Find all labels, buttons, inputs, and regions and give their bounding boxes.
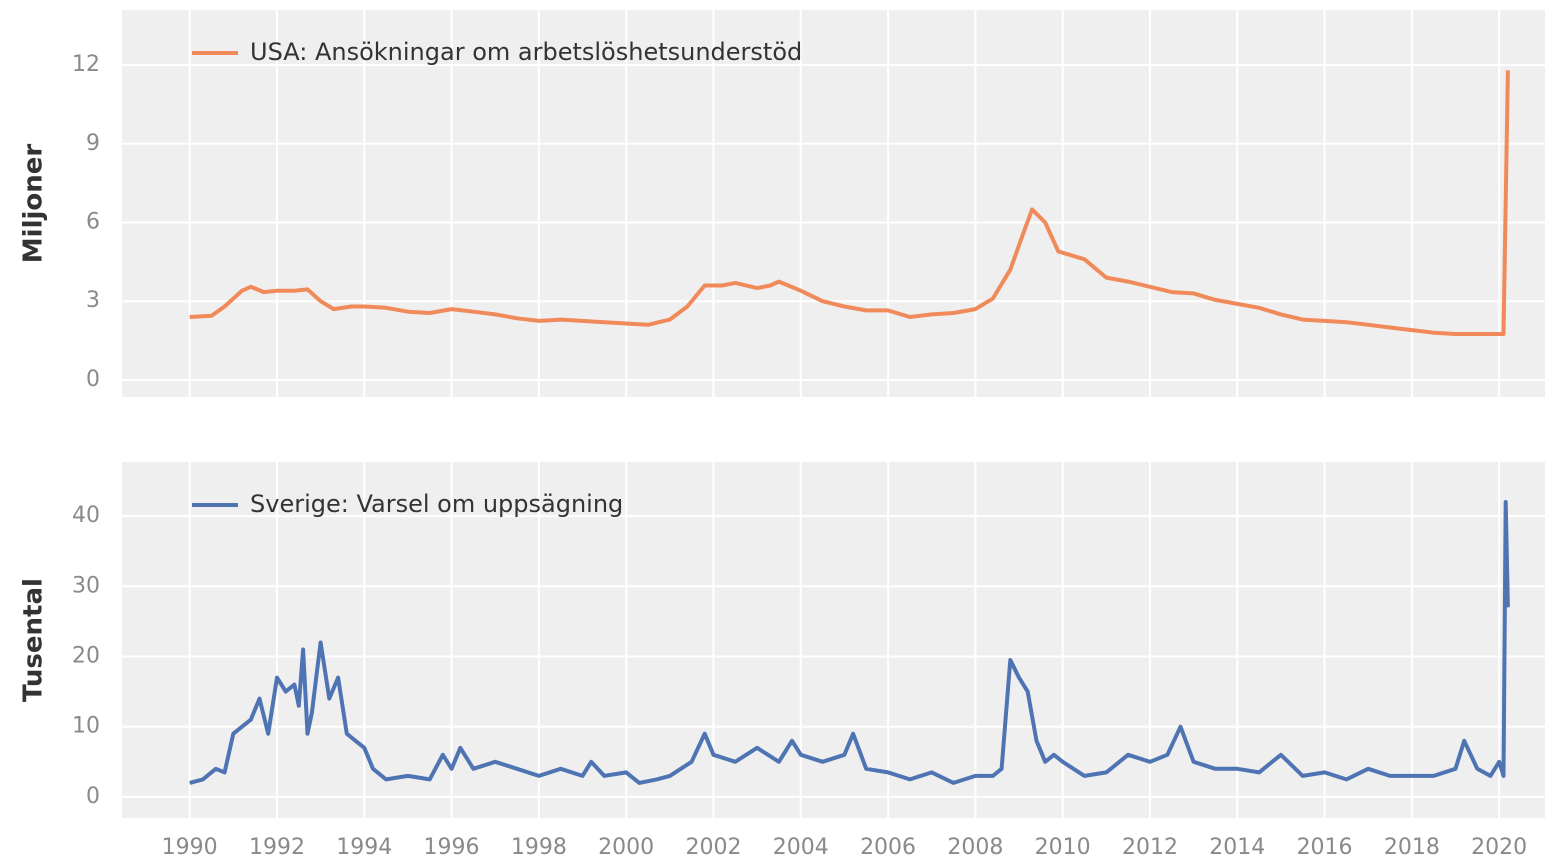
- y-tick-label: 40: [72, 503, 100, 528]
- x-tick-label: 2002: [685, 835, 741, 860]
- y-tick-label: 30: [72, 573, 100, 598]
- line: [189, 500, 1510, 785]
- line: [189, 70, 1510, 336]
- y-axis-label: Miljoner: [19, 144, 49, 264]
- x-tick-label: 2018: [1384, 835, 1440, 860]
- x-tick-label: 2020: [1471, 835, 1527, 860]
- y-tick-label: 20: [72, 644, 100, 669]
- x-tick-label: 1992: [249, 835, 305, 860]
- y-tick-label: 12: [72, 52, 100, 77]
- x-tick-label: 2010: [1035, 835, 1091, 860]
- y-tick-label: 3: [86, 288, 100, 313]
- x-tick-label: 2016: [1297, 835, 1353, 860]
- y-tick-label: 0: [86, 784, 100, 809]
- x-tick-label: 2014: [1209, 835, 1265, 860]
- x-tick-label: 1994: [336, 835, 392, 860]
- x-tick-label: 2006: [860, 835, 916, 860]
- legend-label: USA: Ansökningar om arbetslöshetsunderst…: [250, 38, 802, 66]
- y-axis-label: Tusental: [19, 578, 49, 702]
- y-tick-label: 6: [86, 210, 100, 235]
- x-tick-label: 1996: [424, 835, 480, 860]
- y-tick-label: 0: [86, 367, 100, 392]
- x-tick-label: 1998: [511, 835, 567, 860]
- y-tick-label: 9: [86, 131, 100, 156]
- x-tick-label: 2000: [598, 835, 654, 860]
- x-tick-label: 2008: [947, 835, 1003, 860]
- x-tick-label: 2012: [1122, 835, 1178, 860]
- y-tick-label: 10: [72, 714, 100, 739]
- x-tick-label: 1990: [162, 835, 218, 860]
- legend-label: Sverige: Varsel om uppsägning: [250, 490, 623, 518]
- plot-background: [122, 10, 1545, 397]
- x-tick-label: 2004: [773, 835, 829, 860]
